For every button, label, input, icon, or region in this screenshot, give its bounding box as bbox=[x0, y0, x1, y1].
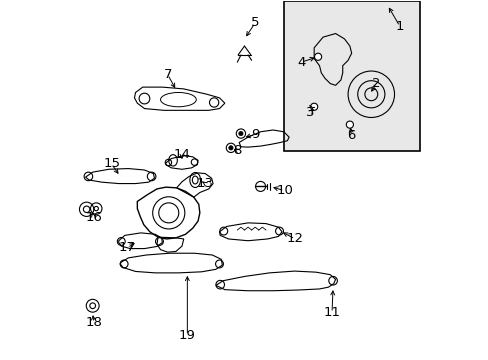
Text: 1: 1 bbox=[395, 20, 403, 33]
Text: 18: 18 bbox=[85, 316, 102, 329]
Circle shape bbox=[346, 121, 353, 128]
Text: 2: 2 bbox=[372, 77, 380, 90]
Circle shape bbox=[310, 103, 317, 111]
Text: 11: 11 bbox=[323, 306, 340, 319]
Text: 4: 4 bbox=[297, 55, 305, 69]
Text: 16: 16 bbox=[85, 211, 102, 224]
Text: 15: 15 bbox=[103, 157, 120, 170]
FancyBboxPatch shape bbox=[283, 1, 419, 152]
Circle shape bbox=[228, 146, 233, 150]
Text: 5: 5 bbox=[250, 16, 259, 29]
Text: 8: 8 bbox=[233, 144, 241, 157]
Text: 14: 14 bbox=[173, 148, 190, 161]
Circle shape bbox=[314, 53, 321, 60]
Text: 10: 10 bbox=[276, 184, 292, 197]
Text: 12: 12 bbox=[286, 233, 303, 246]
Circle shape bbox=[238, 131, 243, 136]
Text: 13: 13 bbox=[196, 177, 213, 190]
Text: 3: 3 bbox=[305, 105, 314, 119]
Text: 6: 6 bbox=[347, 129, 355, 142]
Text: 9: 9 bbox=[250, 128, 259, 141]
Text: 19: 19 bbox=[179, 329, 195, 342]
Text: 7: 7 bbox=[163, 68, 172, 81]
Text: 17: 17 bbox=[119, 241, 136, 255]
